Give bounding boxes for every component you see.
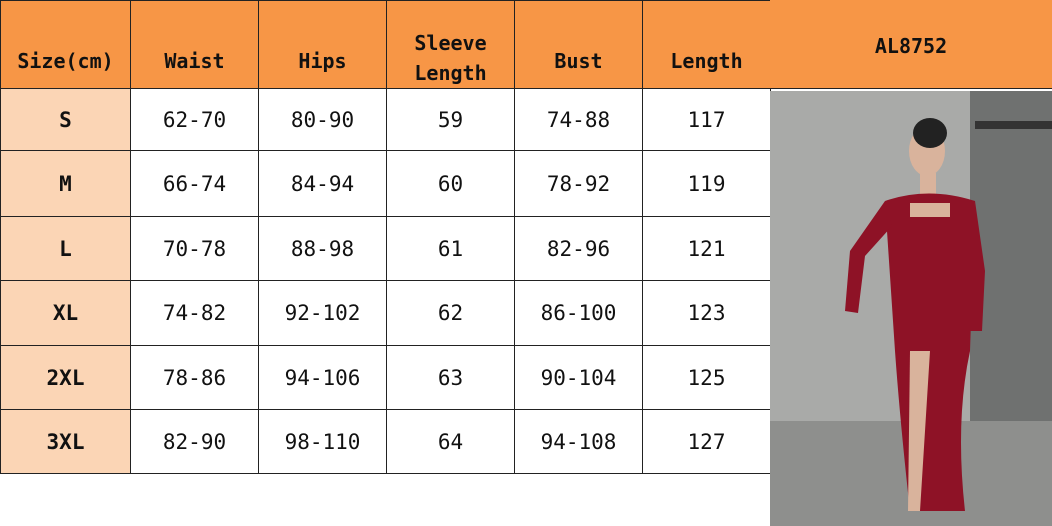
table-row: S 62-70 80-90 59 74-88 117 (0, 88, 771, 151)
size-chart-table: Size(cm) Waist Hips Sleeve Length Bust L… (0, 0, 771, 474)
measurement-cell: 64 (386, 409, 515, 474)
measurement-cell: 60 (386, 150, 515, 217)
measurement-cell: 62 (386, 280, 515, 346)
product-code-cell: AL8752 (770, 0, 1052, 89)
product-code: AL8752 (874, 34, 948, 58)
table-row: 3XL 82-90 98-110 64 94-108 127 (0, 409, 771, 474)
measurement-cell: 121 (642, 216, 771, 281)
measurement-cell: 86-100 (514, 280, 643, 346)
measurement-cell: 70-78 (130, 216, 259, 281)
header-hips: Hips (258, 0, 387, 89)
neckline (910, 203, 950, 217)
size-cell: S (0, 88, 131, 151)
product-photo (770, 91, 1052, 526)
header-waist: Waist (130, 0, 259, 89)
measurement-cell: 90-104 (514, 345, 643, 410)
leg (908, 351, 930, 511)
left-sleeve (845, 201, 892, 313)
measurement-cell: 92-102 (258, 280, 387, 346)
measurement-cell: 61 (386, 216, 515, 281)
measurement-cell: 82-90 (130, 409, 259, 474)
measurement-cell: 125 (642, 345, 771, 410)
size-cell: 2XL (0, 345, 131, 410)
measurement-cell: 80-90 (258, 88, 387, 151)
size-cell: M (0, 150, 131, 217)
measurement-cell: 94-108 (514, 409, 643, 474)
header-sleeve-length: Sleeve Length (386, 0, 515, 89)
header-size: Size(cm) (0, 0, 131, 89)
measurement-cell: 117 (642, 88, 771, 151)
header-bust: Bust (514, 0, 643, 89)
measurement-cell: 78-92 (514, 150, 643, 217)
measurement-cell: 94-106 (258, 345, 387, 410)
measurement-cell: 127 (642, 409, 771, 474)
hair (913, 118, 947, 148)
size-cell: 3XL (0, 409, 131, 474)
measurement-cell: 62-70 (130, 88, 259, 151)
measurement-cell: 98-110 (258, 409, 387, 474)
measurement-cell: 84-94 (258, 150, 387, 217)
header-length: Length (642, 0, 771, 89)
table-row: 2XL 78-86 94-106 63 90-104 125 (0, 345, 771, 410)
measurement-cell: 82-96 (514, 216, 643, 281)
measurement-cell: 123 (642, 280, 771, 346)
measurement-cell: 63 (386, 345, 515, 410)
table-row: M 66-74 84-94 60 78-92 119 (0, 150, 771, 217)
size-cell: L (0, 216, 131, 281)
rail (975, 121, 1052, 129)
measurement-cell: 74-88 (514, 88, 643, 151)
measurement-cell: 74-82 (130, 280, 259, 346)
header-row: Size(cm) Waist Hips Sleeve Length Bust L… (0, 0, 771, 89)
measurement-cell: 88-98 (258, 216, 387, 281)
table-row: L 70-78 88-98 61 82-96 121 (0, 216, 771, 281)
right-sleeve (968, 201, 985, 331)
neck (920, 173, 936, 198)
size-cell: XL (0, 280, 131, 346)
measurement-cell: 78-86 (130, 345, 259, 410)
table-row: XL 74-82 92-102 62 86-100 123 (0, 280, 771, 346)
measurement-cell: 119 (642, 150, 771, 217)
measurement-cell: 66-74 (130, 150, 259, 217)
dress (885, 193, 975, 511)
measurement-cell: 59 (386, 88, 515, 151)
